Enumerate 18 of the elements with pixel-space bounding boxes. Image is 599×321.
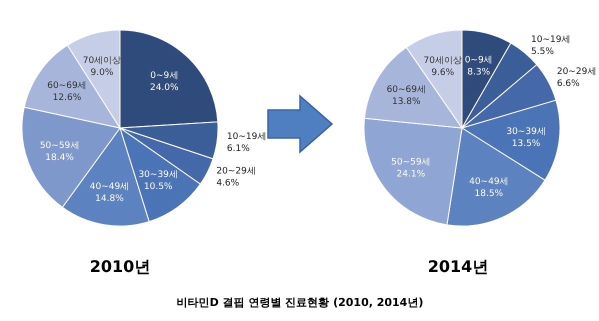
data-label: 30~39세 10.5% bbox=[138, 170, 178, 192]
data-label: 70세이상 9.6% bbox=[424, 56, 462, 78]
data-label: 40~49세 18.5% bbox=[469, 176, 509, 199]
data-label: 0~9세 24.0% bbox=[150, 70, 179, 93]
data-label: 60~69세 12.6% bbox=[47, 80, 87, 103]
data-label: 40~49세 14.8% bbox=[90, 182, 130, 204]
data-label: 50~59세 24.1% bbox=[391, 158, 431, 180]
data-label: 20~29세 6.6% bbox=[556, 66, 596, 89]
data-label: 20~29세 4.6% bbox=[216, 166, 256, 188]
data-label: 0~9세 8.3% bbox=[464, 56, 493, 78]
data-label: 10~19세 6.1% bbox=[226, 132, 266, 154]
data-label: 10~19세 5.5% bbox=[531, 35, 570, 58]
text: 2014년 bbox=[428, 257, 488, 276]
text: 비타민D 결핍 연령별 진료현황 (2010, 2014년) bbox=[176, 296, 424, 309]
text: 2010년 bbox=[90, 257, 150, 276]
data-label: 60~69세 13.8% bbox=[386, 85, 426, 108]
data-label: 50~59세 18.4% bbox=[40, 141, 80, 164]
data-label: 30~39세 13.5% bbox=[506, 126, 546, 149]
